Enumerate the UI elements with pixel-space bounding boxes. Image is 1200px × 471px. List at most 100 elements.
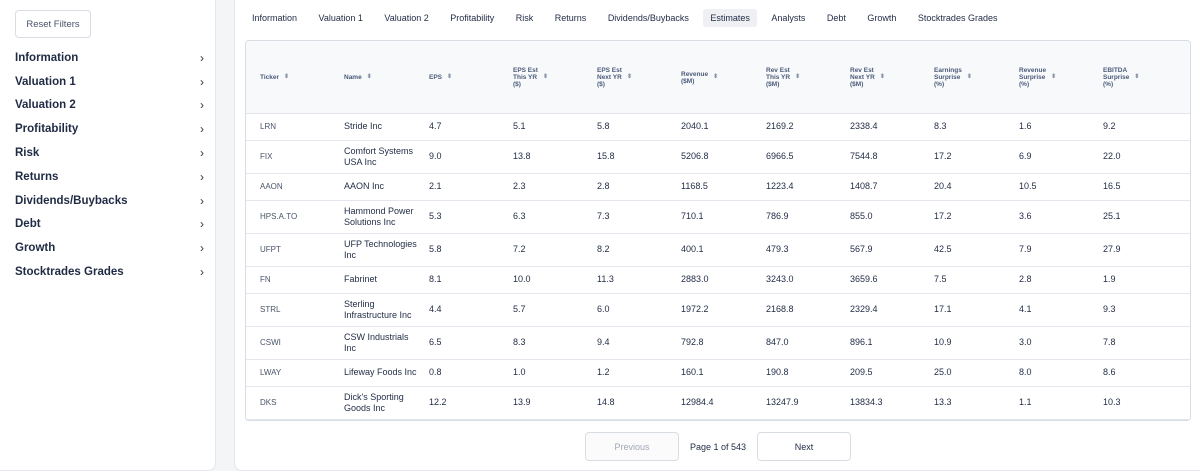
tab-dividends-buybacks[interactable]: Dividends/Buybacks <box>607 13 689 23</box>
company-name-cell[interactable]: Fabrinet <box>344 267 424 293</box>
table-row[interactable]: LWAY Lifeway Foods Inc 0.8 1.0 1.2 160.1 190.8… <box>246 360 1190 387</box>
screener-panel: Information Valuation 1 Valuation 2 Profita… <box>234 0 1200 471</box>
tab-stocktrades-grades[interactable]: Stocktrades Grades <box>917 13 998 23</box>
column-header-revenue-surprise[interactable]: Revenue Surprise (%) ⬍ <box>1019 41 1056 114</box>
tab-valuation-1[interactable]: Valuation 1 <box>318 13 363 23</box>
tab-profitability[interactable]: Profitability <box>450 13 495 23</box>
sort-icon[interactable]: ⬍ <box>626 74 632 80</box>
tab-information[interactable]: Information <box>252 13 298 23</box>
rev_next-cell: 855.0 <box>850 211 873 222</box>
company-name-cell[interactable]: Hammond Power Solutions Inc <box>344 201 424 233</box>
tab-debt[interactable]: Debt <box>826 13 846 23</box>
column-header-name[interactable]: Name ⬍ <box>344 41 372 114</box>
column-header-label: Rev Est This YR ($M) <box>766 67 790 88</box>
table-row[interactable]: FN Fabrinet 8.1 10.0 11.3 2883.0 3243.0 3659.6 7… <box>246 267 1190 294</box>
company-name-cell[interactable]: Comfort Systems USA Inc <box>344 141 424 173</box>
sort-icon[interactable]: ⬍ <box>879 74 885 80</box>
company-name-cell[interactable]: Lifeway Foods Inc <box>344 360 424 386</box>
sort-icon[interactable]: ⬍ <box>1051 74 1057 80</box>
company-name-cell[interactable]: AAON Inc <box>344 174 424 200</box>
sidebar-item-returns[interactable]: Returns › <box>0 165 216 189</box>
sort-icon[interactable]: ⬍ <box>366 74 372 80</box>
ticker-cell[interactable]: LWAY <box>260 368 282 378</box>
company-name-line: Fabrinet <box>344 274 378 285</box>
sidebar-item-valuation-2[interactable]: Valuation 2 › <box>0 94 216 118</box>
table-row[interactable]: UFPT UFP Technologies Inc 5.8 7.2 8.2 400.1 479… <box>246 234 1190 267</box>
ticker-cell[interactable]: LRN <box>260 122 277 132</box>
company-name-cell[interactable]: Dick's Sporting Goods Inc <box>344 387 424 419</box>
ticker-cell[interactable]: UFPT <box>260 245 281 255</box>
table-row[interactable]: DKS Dick's Sporting Goods Inc 12.2 13.9 14.8 1… <box>246 387 1190 420</box>
tab-estimates[interactable]: Estimates <box>703 9 757 27</box>
revenue-cell: 400.1 <box>681 244 704 255</box>
sort-icon[interactable]: ⬍ <box>1134 74 1140 80</box>
column-header-rev-est-next-yr[interactable]: Rev Est Next YR ($M) ⬍ <box>850 41 885 114</box>
earn_surp-cell: 17.2 <box>934 211 952 222</box>
chevron-right-icon: › <box>200 265 204 280</box>
ticker-cell[interactable]: STRL <box>260 305 281 315</box>
ticker-cell[interactable]: FN <box>260 275 271 285</box>
tab-analysts[interactable]: Analysts <box>771 13 806 23</box>
header-line: Next YR <box>597 74 622 81</box>
column-header-eps[interactable]: EPS ⬍ <box>429 41 452 114</box>
table-row[interactable]: CSWI CSW Industrials Inc 6.5 8.3 9.4 792.8 847.… <box>246 327 1190 360</box>
header-line: Next YR <box>850 74 875 81</box>
column-header-ticker[interactable]: Ticker ⬍ <box>260 41 289 114</box>
sort-icon[interactable]: ⬍ <box>966 74 972 80</box>
company-name-cell[interactable]: Stride Inc <box>344 114 424 140</box>
sort-icon[interactable]: ⬍ <box>284 74 290 80</box>
column-header-eps-est-this-yr[interactable]: EPS Est This YR ($) ⬍ <box>513 41 548 114</box>
company-name-cell[interactable]: CSW Industrials Inc <box>344 327 424 359</box>
sidebar-item-information[interactable]: Information › <box>0 46 216 70</box>
sidebar-item-label: Valuation 1 <box>15 75 76 88</box>
ebitda_surp-cell: 25.1 <box>1103 211 1121 222</box>
sidebar-item-dividends-buybacks[interactable]: Dividends/Buybacks › <box>0 189 216 213</box>
ticker-cell[interactable]: FIX <box>260 152 273 162</box>
eps_this-cell: 10.0 <box>513 274 531 285</box>
header-line: ($) <box>513 81 521 88</box>
next-page-button[interactable]: Next <box>757 432 852 461</box>
tab-growth[interactable]: Growth <box>867 13 897 23</box>
ticker-cell[interactable]: DKS <box>260 398 277 408</box>
sort-icon[interactable]: ⬍ <box>542 74 548 80</box>
previous-page-button[interactable]: Previous <box>585 432 679 461</box>
company-name-cell[interactable]: Sterling Infrastructure Inc <box>344 294 424 326</box>
table-row[interactable]: FIX Comfort Systems USA Inc 9.0 13.8 15.8 5206… <box>246 141 1190 174</box>
ticker-cell[interactable]: AAON <box>260 182 283 192</box>
sidebar-item-debt[interactable]: Debt › <box>0 213 216 237</box>
table-row[interactable]: HPS.A.TO Hammond Power Solutions Inc 5.3 6.3… <box>246 201 1190 234</box>
sidebar-item-profitability[interactable]: Profitability › <box>0 117 216 141</box>
earn_surp-cell: 20.4 <box>934 181 952 192</box>
sidebar-item-stocktrades-grades[interactable]: Stocktrades Grades › <box>0 260 216 284</box>
ebitda_surp-cell: 9.3 <box>1103 304 1116 315</box>
rev_next-cell: 209.5 <box>850 367 873 378</box>
sidebar-item-growth[interactable]: Growth › <box>0 236 216 260</box>
column-header-ebitda-surprise[interactable]: EBITDA Surprise (%) ⬍ <box>1103 41 1139 114</box>
rev_surp-cell: 1.1 <box>1019 397 1032 408</box>
sort-icon[interactable]: ⬍ <box>713 74 719 80</box>
tab-risk[interactable]: Risk <box>515 13 534 23</box>
pagination: Previous Page 1 of 543 Next <box>585 432 852 461</box>
ticker-cell[interactable]: HPS.A.TO <box>260 212 298 222</box>
rev_this-cell: 6966.5 <box>766 151 794 162</box>
company-name-cell[interactable]: UFP Technologies Inc <box>344 234 424 266</box>
table-row[interactable]: LRN Stride Inc 4.7 5.1 5.8 2040.1 2169.2 2338.4… <box>246 114 1190 141</box>
column-header-rev-est-this-yr[interactable]: Rev Est This YR ($M) ⬍ <box>766 41 800 114</box>
tab-returns[interactable]: Returns <box>554 13 587 23</box>
sort-icon[interactable]: ⬍ <box>795 74 801 80</box>
table-row[interactable]: AAON AAON Inc 2.1 2.3 2.8 1168.5 1223.4 1408.7 2… <box>246 174 1190 201</box>
eps_next-cell: 7.3 <box>597 211 610 222</box>
table-row[interactable]: STRL Sterling Infrastructure Inc 4.4 5.7 6.0 1… <box>246 294 1190 327</box>
sort-icon[interactable]: ⬍ <box>447 74 453 80</box>
column-header-revenue-m-[interactable]: Revenue ($M) ⬍ <box>681 41 718 114</box>
column-header-eps-est-next-yr[interactable]: EPS Est Next YR ($) ⬍ <box>597 41 632 114</box>
column-header-earnings-surprise[interactable]: Earnings Surprise (%) ⬍ <box>934 41 972 114</box>
reset-filters-button[interactable]: Reset Filters <box>15 10 91 38</box>
ticker-cell[interactable]: CSWI <box>260 338 281 348</box>
earn_surp-cell: 17.1 <box>934 304 952 315</box>
eps_this-cell: 1.0 <box>513 367 526 378</box>
sidebar-item-valuation-1[interactable]: Valuation 1 › <box>0 70 216 94</box>
sidebar-item-risk[interactable]: Risk › <box>0 141 216 165</box>
sidebar-item-label: Growth <box>15 242 56 255</box>
tab-valuation-2[interactable]: Valuation 2 <box>384 13 429 23</box>
